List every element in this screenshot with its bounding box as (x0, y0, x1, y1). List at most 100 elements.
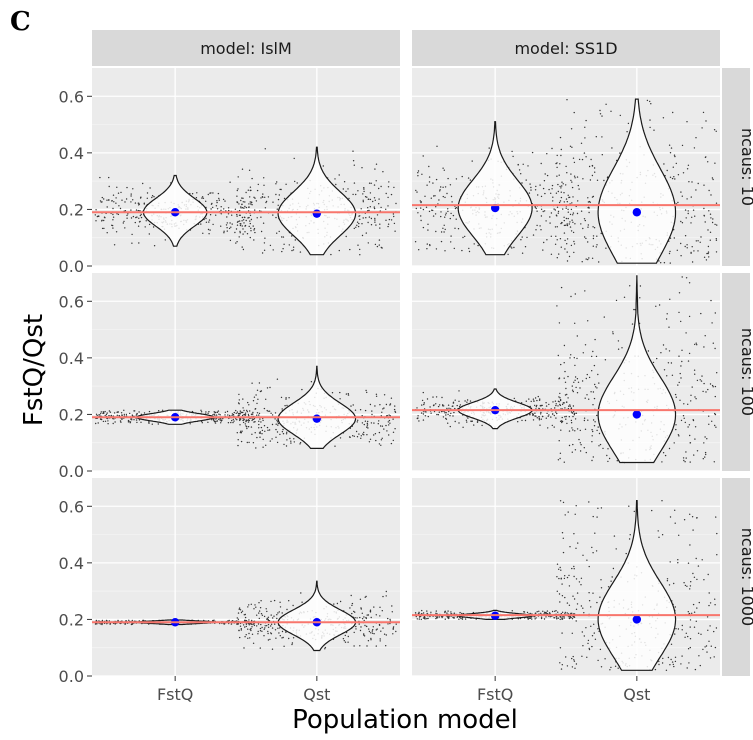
jitter-point (701, 127, 703, 129)
jitter-point (241, 225, 243, 227)
jitter-point (629, 285, 631, 287)
jitter-point (148, 233, 150, 235)
jitter-point (689, 588, 691, 590)
jitter-point (590, 606, 592, 608)
jitter-point (277, 627, 279, 629)
jitter-point (587, 197, 589, 199)
jitter-point (532, 234, 535, 236)
jitter-point (714, 395, 716, 398)
jitter-point (575, 620, 577, 622)
jitter-point (393, 186, 395, 189)
jitter-point (564, 394, 567, 396)
jitter-point (531, 618, 533, 620)
jitter-point (566, 224, 568, 226)
jitter-point (468, 247, 470, 250)
jitter-point (564, 239, 566, 242)
jitter-point (666, 578, 669, 580)
jitter-point (239, 636, 241, 639)
jitter-point (569, 221, 571, 223)
jitter-point (709, 657, 712, 659)
jitter-point (560, 154, 562, 157)
jitter-point (367, 198, 369, 200)
jitter-point (548, 414, 550, 416)
jitter-point (444, 228, 446, 231)
jitter-point (253, 623, 255, 625)
jitter-point (363, 619, 365, 622)
jitter-point (389, 618, 391, 621)
jitter-point (348, 436, 351, 438)
jitter-point (680, 419, 683, 422)
jitter-point (573, 240, 575, 243)
jitter-point (715, 238, 717, 240)
jitter-point (236, 241, 238, 243)
jitter-point (690, 251, 692, 254)
jitter-point (581, 261, 583, 263)
jitter-point (274, 418, 276, 420)
jitter-point (673, 442, 675, 444)
jitter-point (245, 623, 248, 625)
jitter-point (563, 461, 565, 463)
jitter-point (696, 450, 699, 452)
jitter-point (561, 222, 563, 224)
jitter-point (711, 221, 714, 224)
row-strip (722, 273, 750, 471)
jitter-point (575, 386, 577, 389)
jitter-point (350, 594, 352, 597)
jitter-point (102, 420, 105, 423)
jitter-point (687, 426, 689, 428)
jitter-point (566, 201, 568, 203)
jitter-point (680, 320, 682, 323)
jitter-point (556, 617, 558, 619)
jitter-point (382, 595, 384, 598)
jitter-point (281, 612, 283, 614)
violin-qst (597, 98, 677, 264)
jitter-point (238, 608, 240, 610)
jitter-point (135, 414, 137, 416)
jitter-point (275, 637, 277, 639)
jitter-point (552, 196, 554, 198)
jitter-point (266, 426, 269, 429)
jitter-point (575, 663, 578, 665)
jitter-point (539, 398, 541, 400)
jitter-point (220, 209, 222, 211)
jitter-point (230, 623, 233, 625)
jitter-point (116, 186, 118, 188)
jitter-point (196, 192, 198, 194)
jitter-point (211, 419, 213, 421)
jitter-point (590, 625, 592, 627)
jitter-point (363, 634, 365, 636)
jitter-point (252, 411, 254, 414)
jitter-point (134, 221, 136, 224)
jitter-point (394, 428, 396, 430)
jitter-point (705, 120, 707, 122)
jitter-point (714, 604, 716, 606)
jitter-point (469, 179, 472, 181)
jitter-point (140, 213, 142, 216)
jitter-point (244, 636, 246, 638)
jitter-point (567, 194, 569, 196)
jitter-point (367, 210, 369, 212)
jitter-point (657, 530, 659, 532)
jitter-point (440, 231, 443, 233)
jitter-point (212, 414, 214, 416)
jitter-point (324, 648, 326, 650)
jitter-point (378, 431, 381, 434)
jitter-point (540, 418, 542, 420)
jitter-point (681, 222, 684, 224)
jitter-point (95, 422, 97, 425)
jitter-point (342, 188, 344, 190)
jitter-point (565, 401, 568, 403)
jitter-point (339, 391, 341, 394)
jitter-point (248, 206, 250, 208)
jitter-point (675, 424, 677, 426)
jitter-point (625, 552, 627, 555)
jitter-point (693, 576, 696, 578)
jitter-point (570, 244, 573, 247)
jitter-point (445, 417, 447, 420)
jitter-point (528, 192, 531, 194)
jitter-point (667, 656, 670, 659)
jitter-point (564, 613, 566, 615)
jitter-point (563, 377, 565, 379)
jitter-point (274, 412, 277, 414)
jitter-point (442, 227, 444, 229)
